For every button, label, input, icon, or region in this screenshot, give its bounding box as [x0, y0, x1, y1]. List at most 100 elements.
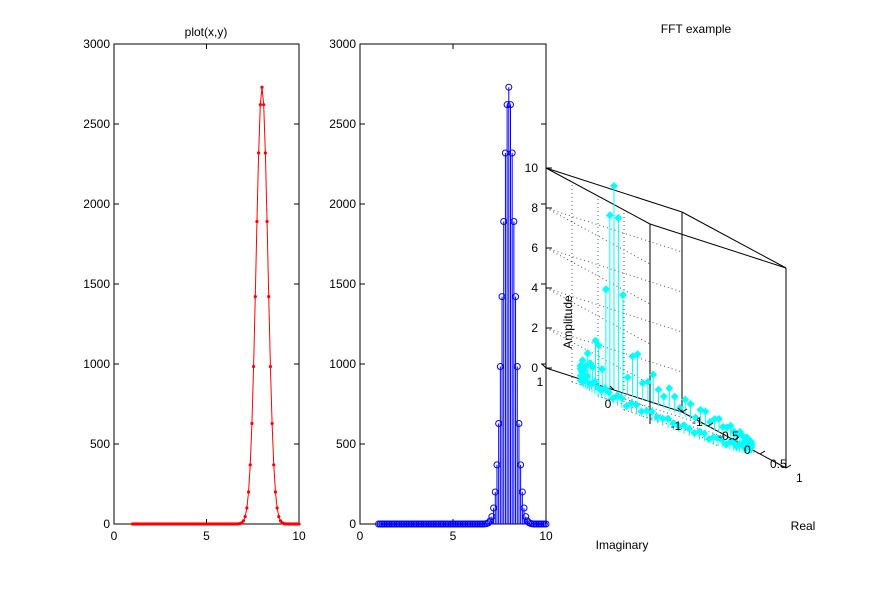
real-tick-label: 0 [744, 443, 751, 457]
x-tick-label: 5 [450, 529, 457, 543]
x-tick-label: 5 [203, 529, 210, 543]
stem3-marker [610, 182, 618, 190]
data-point [297, 522, 301, 526]
subplot1-x-ticks: 0 5 10 [111, 44, 306, 543]
stem3-marker [578, 356, 587, 365]
imag-tick-label: 1 [537, 375, 544, 389]
y-tick-label: 3000 [329, 37, 356, 51]
stem-marker [520, 504, 528, 512]
stem-marker [518, 488, 526, 496]
data-point [262, 103, 266, 107]
stem3-marker [726, 421, 735, 430]
stem-marker [508, 149, 516, 157]
subplot1-y-ticks: 0 500 1000 1500 2000 2500 3000 [83, 37, 299, 531]
stem3-marker [622, 402, 631, 411]
stem3-marker [594, 341, 603, 350]
stem3-marker [654, 385, 663, 394]
y-tick-label: 1500 [83, 277, 110, 291]
stem3-marker [714, 414, 723, 423]
y-tick-label: 2500 [329, 117, 356, 131]
stem3-marker [680, 421, 689, 430]
x-tick-label: 10 [539, 529, 553, 543]
stem3-marker [686, 400, 695, 409]
data-point [277, 515, 281, 519]
data-point [251, 364, 256, 369]
stem3-marker [701, 407, 710, 416]
stem3-marker [594, 383, 602, 392]
stem3-marker [722, 440, 731, 449]
data-point [265, 219, 269, 224]
stem3-marker [674, 422, 683, 431]
imag-tick-label: 0 [605, 397, 612, 411]
subplot3-ylabel: Real [791, 519, 816, 533]
real-tick-label: 1 [796, 471, 803, 485]
stem3-marker [618, 290, 627, 299]
stem3-marker [710, 415, 719, 424]
stem3-marker [583, 349, 592, 358]
box-edge [649, 223, 787, 269]
data-point [246, 490, 251, 494]
data-point [257, 151, 261, 155]
stem3-marker [669, 419, 678, 428]
data-point [270, 421, 274, 426]
y-tick-label: 2500 [83, 117, 110, 131]
stem3-marker [675, 403, 684, 412]
real-tick [681, 408, 688, 413]
stem3-marker [664, 414, 673, 423]
data-point [263, 151, 267, 155]
imag-tick [609, 385, 615, 391]
stem-marker [512, 293, 520, 301]
stem3-marker [649, 370, 658, 379]
z-tick-label: 6 [531, 241, 538, 255]
stem3-marker [637, 407, 646, 416]
data-point [241, 519, 246, 523]
stem3-marker [642, 406, 651, 415]
stem-marker [515, 419, 523, 427]
stem3-marker [609, 394, 618, 403]
subplot2-series [375, 83, 550, 528]
x-tick-label: 0 [111, 529, 118, 543]
z-tick-label: 4 [531, 281, 538, 295]
y-tick-label: 2000 [83, 197, 110, 211]
stem3-marker [670, 392, 679, 401]
data-point [245, 506, 249, 510]
real-tick [785, 464, 792, 469]
stem3-marker [643, 377, 652, 386]
stem-marker [542, 520, 550, 528]
real-tick-label: 0.5 [770, 457, 787, 471]
stem3-marker [658, 414, 667, 423]
series-line [132, 87, 299, 525]
subplot3-xlabel: Imaginary [596, 538, 649, 552]
y-tick-label: 0 [103, 517, 110, 531]
data-point [267, 295, 271, 299]
box-edge [681, 211, 787, 269]
box-edge [545, 167, 651, 225]
y-tick-label: 2000 [329, 197, 356, 211]
real-tick-label: -1 [692, 415, 703, 429]
stem-marker [505, 83, 513, 91]
stem-marker [522, 513, 530, 521]
imag-tick-label: -1 [671, 419, 682, 433]
data-point [272, 463, 276, 467]
z-tick-label: 8 [531, 201, 538, 215]
stem3-marker [705, 435, 714, 444]
data-point [248, 463, 252, 467]
z-tick-label: 0 [531, 361, 538, 375]
stem3-marker [605, 211, 614, 220]
stem3-marker [718, 435, 727, 444]
subplot1-series [130, 85, 301, 526]
data-point [260, 85, 264, 89]
data-point [253, 295, 257, 299]
z-tick-label: 2 [531, 321, 538, 335]
subplot3-box [545, 167, 787, 469]
data-point [268, 364, 273, 369]
z-tick-label: 10 [525, 161, 539, 175]
subplot1-frame [113, 43, 300, 525]
y-tick-label: 1500 [329, 277, 356, 291]
stem3-marker [614, 214, 623, 223]
stem-marker [506, 101, 514, 109]
stem3-marker [690, 428, 699, 437]
